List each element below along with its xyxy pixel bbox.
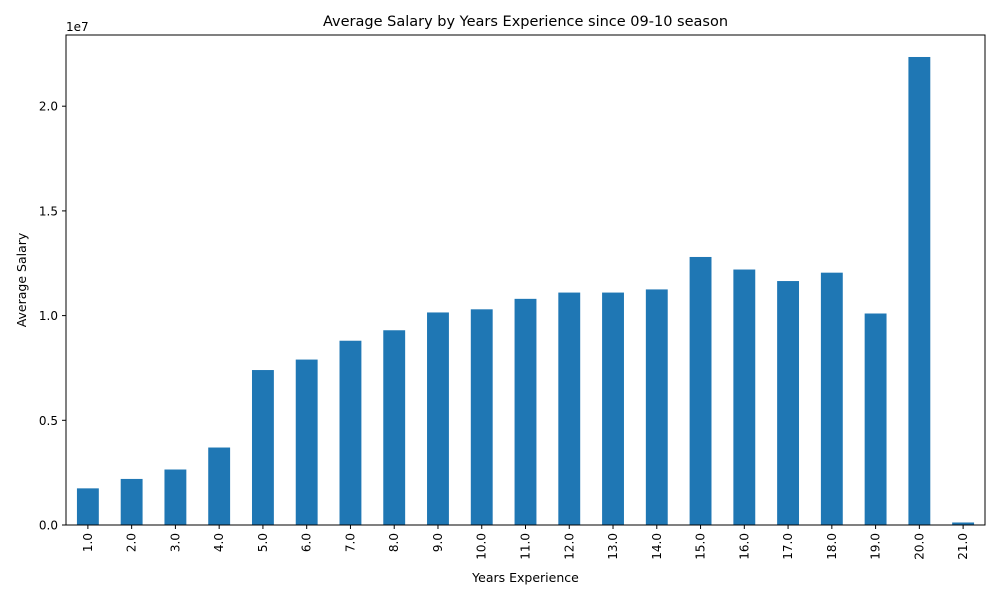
y-tick-label: 0.5 — [39, 414, 58, 428]
bar-5.0 — [251, 370, 274, 525]
bar-10.0 — [470, 309, 493, 525]
chart-title: Average Salary by Years Experience since… — [323, 14, 728, 30]
bar-12.0 — [558, 292, 581, 525]
bar-4.0 — [208, 447, 231, 525]
bar-3.0 — [164, 469, 187, 525]
x-tick-label: 7.0 — [343, 533, 357, 552]
bar-18.0 — [820, 272, 843, 525]
bar-16.0 — [733, 269, 756, 525]
x-tick-label: 6.0 — [300, 533, 314, 552]
x-tick-label: 15.0 — [694, 533, 708, 560]
y-axis-label: Average Salary — [14, 232, 29, 327]
x-tick-label: 17.0 — [781, 533, 795, 560]
bar-17.0 — [777, 281, 800, 525]
x-tick-label: 21.0 — [956, 533, 970, 560]
bar-7.0 — [339, 340, 362, 525]
ticks-group: 1.0 2.0 3.0 4.0 5.0 6.0 7.0 8.0 9.0 10.0 11.0 12.0 1… — [39, 100, 970, 560]
plot-frame — [65, 34, 986, 526]
x-tick-label: 11.0 — [519, 533, 533, 560]
x-tick-label: 2.0 — [125, 533, 139, 552]
x-tick-label: 3.0 — [168, 533, 182, 552]
x-tick-label: 5.0 — [256, 533, 270, 552]
x-tick-label: 20.0 — [912, 533, 926, 560]
bar-11.0 — [514, 298, 537, 525]
y-tick-label: 1.0 — [39, 309, 58, 323]
bar-15.0 — [689, 256, 712, 525]
bar-19.0 — [864, 313, 887, 525]
x-tick-label: 9.0 — [431, 533, 445, 552]
bar-2.0 — [120, 478, 143, 525]
bar-13.0 — [602, 292, 624, 525]
y-axis-offset-label: 1e7 — [66, 20, 89, 34]
x-tick-label: 16.0 — [737, 533, 751, 560]
bar-6.0 — [295, 359, 318, 525]
bar-21.0 — [952, 522, 975, 525]
bar-8.0 — [383, 330, 406, 525]
x-tick-label: 8.0 — [387, 533, 401, 552]
bar-20.0 — [908, 56, 931, 525]
x-tick-label: 10.0 — [475, 533, 489, 560]
x-tick-label: 13.0 — [606, 533, 620, 560]
x-tick-label: 4.0 — [212, 533, 226, 552]
x-tick-label: 12.0 — [562, 533, 576, 560]
x-tick-label: 14.0 — [650, 533, 664, 560]
x-tick-label: 1.0 — [81, 533, 95, 552]
x-tick-label: 18.0 — [825, 533, 839, 560]
bar-9.0 — [427, 312, 449, 525]
bars-group — [76, 56, 975, 525]
y-tick-label: 0.0 — [39, 519, 58, 533]
x-axis-label: Years Experience — [471, 570, 579, 585]
x-tick-label: 19.0 — [869, 533, 883, 560]
y-tick-label: 2.0 — [39, 100, 58, 114]
bar-1.0 — [76, 488, 99, 525]
bar-14.0 — [645, 289, 668, 525]
y-tick-label: 1.5 — [39, 204, 58, 218]
